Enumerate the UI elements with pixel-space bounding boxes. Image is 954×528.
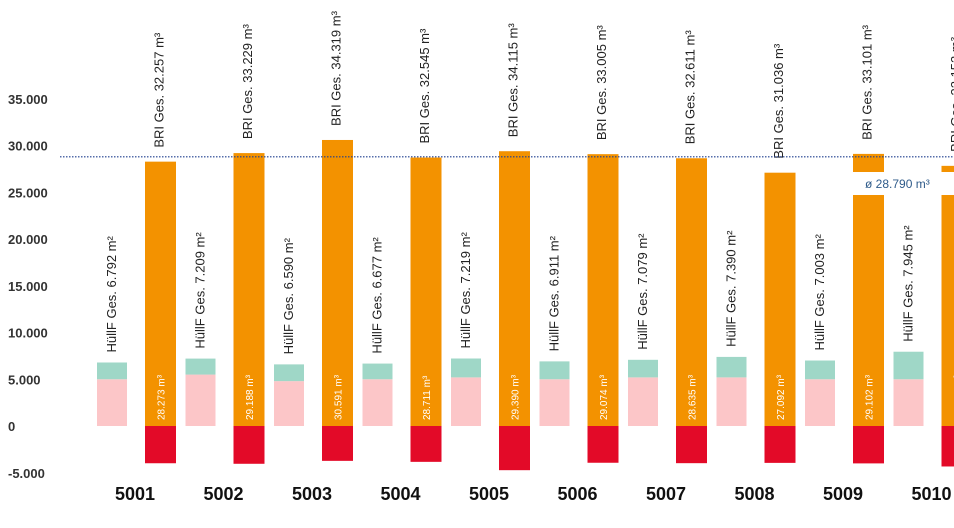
x-category-label: 5009 <box>823 484 863 504</box>
x-axis-categories: 5001 5002 5003 5004 5005 5006 5007 5008 5009 5010 <box>115 484 952 504</box>
huellf-upper-bar <box>185 358 216 375</box>
bri-inner-label: 29.074 m³ <box>599 374 610 420</box>
bri-below-bar <box>322 426 353 461</box>
average-line-group: ø 28.790 m³ <box>60 156 954 195</box>
bri-below-bar <box>145 426 176 464</box>
bri-below-bar <box>499 426 530 471</box>
huellf-upper-bar <box>451 358 481 378</box>
bri-above-bar <box>233 153 265 426</box>
huellf-total-label: HüllF Ges. 7.079 m² <box>635 233 650 350</box>
huellf-upper-bar <box>628 359 658 378</box>
y-tick-label: 10.000 <box>8 326 48 341</box>
y-tick-label: -5.000 <box>8 466 45 481</box>
bri-above-bar <box>410 157 442 426</box>
bri-total-label: BRI Ges. 34.319 m³ <box>329 10 344 126</box>
bri-above-bar <box>941 165 954 426</box>
y-tick-label: 5.000 <box>8 372 41 387</box>
bri-inner-label: 29.390 m³ <box>511 374 522 420</box>
bars <box>97 139 954 471</box>
x-category-label: 5005 <box>469 484 509 504</box>
bri-inner-label: 28.711 m³ <box>422 375 433 420</box>
huellf-total-label: HüllF Ges. 7.945 m² <box>901 225 916 342</box>
huellf-upper-bar <box>274 364 304 382</box>
x-category-label: 5006 <box>557 484 597 504</box>
huellf-total-label: HüllF Ges. 6.911 m² <box>547 235 562 351</box>
y-tick-label: 30.000 <box>8 139 48 154</box>
average-label-box <box>853 172 954 195</box>
huellf-total-label: HüllF Ges. 7.219 m² <box>458 232 473 349</box>
bri-above-bar <box>764 172 796 426</box>
bri-above-bar <box>145 161 176 426</box>
bri-inner-label: 30.591 m³ <box>334 374 345 420</box>
x-category-label: 5002 <box>203 484 243 504</box>
huellf-lower-bar <box>185 374 216 426</box>
x-category-label: 5003 <box>292 484 332 504</box>
huellf-upper-bar <box>805 360 835 380</box>
bri-total-label: BRI Ges. 32.545 m³ <box>417 28 432 144</box>
y-tick-label: 25.000 <box>8 185 48 200</box>
bri-total-label: BRI Ges. 34.115 m³ <box>506 23 521 138</box>
huellf-total-label: HüllF Ges. 6.590 m² <box>281 237 296 354</box>
huellf-upper-bar <box>893 351 924 380</box>
huellf-total-label: HüllF Ges. 6.677 m² <box>370 237 385 354</box>
huellf-lower-bar <box>274 381 304 426</box>
huellf-lower-bar <box>893 379 924 426</box>
huellf-lower-bar <box>716 377 747 426</box>
bri-below-bar <box>941 426 954 467</box>
huellf-lower-bar <box>805 379 835 426</box>
bri-total-label: BRI Ges. 33.101 m³ <box>860 24 875 140</box>
bri-above-bar <box>676 158 707 426</box>
y-tick-label: 35.000 <box>8 92 48 107</box>
bri-above-bar <box>853 153 884 426</box>
bri-inner-label: 28.273 m³ <box>157 374 168 420</box>
huellf-lower-bar <box>539 379 570 426</box>
huellf-lower-bar <box>451 377 481 426</box>
huellf-upper-bar <box>716 356 747 378</box>
bri-inner-label: 29.188 m³ <box>245 374 256 420</box>
huellf-total-label: HüllF Ges. 7.390 m² <box>724 230 739 347</box>
huellf-upper-bar <box>97 362 127 380</box>
bri-above-bar <box>499 151 530 427</box>
bri-below-bar <box>587 426 619 463</box>
x-category-label: 5008 <box>734 484 774 504</box>
bri-inner-label: 27.092 m³ <box>776 374 787 420</box>
x-category-label: 5004 <box>380 484 420 504</box>
x-category-label: 5001 <box>115 484 155 504</box>
huellf-total-label: HüllF Ges. 7.209 m² <box>193 232 208 349</box>
bri-inner-label: 29.102 m³ <box>865 374 876 420</box>
huellf-total-label: HüllF Ges. 6.792 m² <box>104 236 119 353</box>
bri-below-bar <box>676 426 707 464</box>
huellf-lower-bar <box>628 377 658 426</box>
x-category-label: 5010 <box>911 484 951 504</box>
y-tick-label: 0 <box>8 419 15 434</box>
bri-total-label: BRI Ges. 31.036 m³ <box>771 43 786 159</box>
bri-above-bar <box>587 154 619 427</box>
bri-inner-label: 28.635 m³ <box>688 374 699 420</box>
huellf-lower-bar <box>97 379 127 426</box>
x-category-label: 5007 <box>646 484 686 504</box>
bri-below-bar <box>233 426 265 464</box>
bri-total-label: BRI Ges. 33.229 m³ <box>240 24 255 140</box>
average-label: ø 28.790 m³ <box>865 177 930 191</box>
bri-total-label: BRI Ges. 32.257 m³ <box>152 32 167 148</box>
bri-below-bar <box>853 426 884 464</box>
bri-total-label: BRI Ges. 33.005 m³ <box>594 25 609 141</box>
huellf-upper-bar <box>362 363 393 380</box>
bri-total-label: BRI Ges. 32.152 m³ <box>948 36 954 152</box>
huellf-total-label: HüllF Ges. 7.003 m² <box>812 234 827 351</box>
y-axis-ticks: 35.000 30.000 25.000 20.000 15.000 10.000 5.00… <box>8 92 48 481</box>
value-labels: BRI Ges. 32.257 m³ HüllF Ges. 6.792 m² 28.… <box>104 10 954 420</box>
bri-above-bar <box>322 139 353 426</box>
y-tick-label: 20.000 <box>8 232 48 247</box>
bri-below-bar <box>764 426 796 463</box>
bri-below-bar <box>410 426 442 462</box>
huellf-upper-bar <box>539 361 570 380</box>
huellf-lower-bar <box>362 379 393 426</box>
bri-total-label: BRI Ges. 32.611 m³ <box>683 30 698 145</box>
y-tick-label: 15.000 <box>8 279 48 294</box>
